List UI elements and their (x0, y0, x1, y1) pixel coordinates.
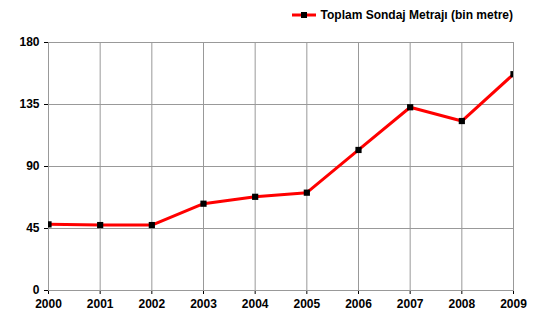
svg-text:2008: 2008 (448, 297, 475, 311)
svg-text:45: 45 (26, 221, 40, 235)
svg-text:2001: 2001 (87, 297, 114, 311)
svg-text:2009: 2009 (500, 297, 527, 311)
svg-text:2000: 2000 (35, 297, 62, 311)
svg-text:2007: 2007 (397, 297, 424, 311)
svg-text:2002: 2002 (138, 297, 165, 311)
svg-text:90: 90 (26, 159, 40, 173)
svg-text:180: 180 (19, 35, 39, 49)
svg-text:2004: 2004 (242, 297, 269, 311)
svg-text:2005: 2005 (293, 297, 320, 311)
svg-text:2003: 2003 (190, 297, 217, 311)
html-text:Toplam Sondaj Metrajı (bin met: Toplam Sondaj Metrajı (bin metre) (320, 8, 513, 22)
svg-text:0: 0 (33, 283, 40, 297)
svg-text:135: 135 (19, 97, 39, 111)
svg-text:2006: 2006 (345, 297, 372, 311)
